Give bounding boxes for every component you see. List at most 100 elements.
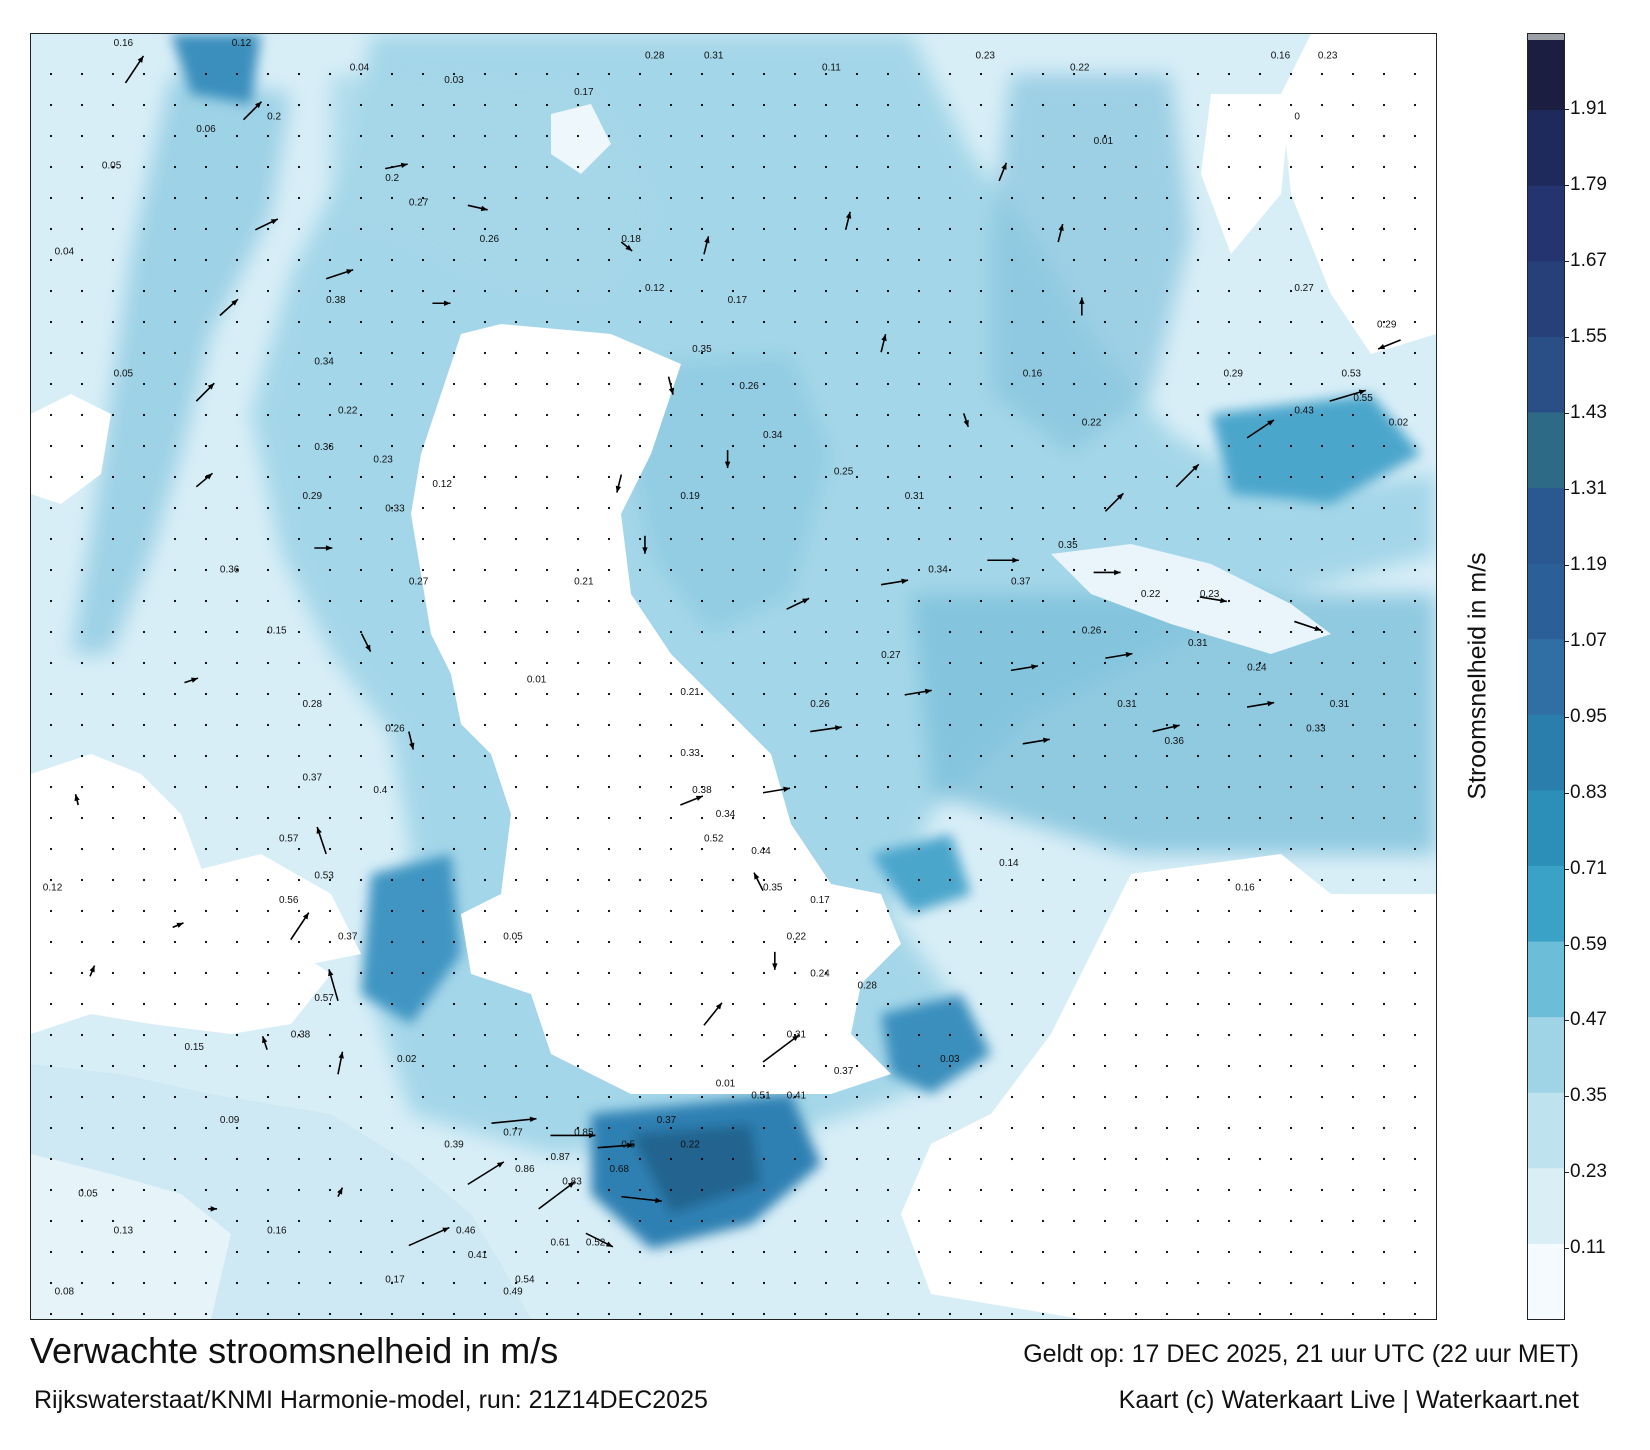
grid-dot [452,351,456,355]
grid-dot [793,816,797,820]
grid-dot [1196,72,1200,76]
speed-value-label: 0.68 [610,1164,630,1175]
grid-dot [669,1188,673,1192]
grid-dot [1382,785,1386,789]
grid-dot [111,382,115,386]
current-arrow [810,725,842,733]
grid-dot [1258,444,1262,448]
grid-dot [793,1002,797,1006]
grid-dot [421,227,425,231]
grid-dot [204,289,208,293]
grid-dot [1103,599,1107,603]
grid-dot [1103,568,1107,572]
grid-dot [297,661,301,665]
grid-dot [979,196,983,200]
grid-dot [1382,1157,1386,1161]
speed-value-label: 0.26 [739,381,759,392]
grid-dot [297,382,301,386]
grid-dot [607,134,611,138]
grid-dot [1382,1188,1386,1192]
grid-dot [328,940,332,944]
current-arrow [1104,492,1124,512]
grid-dot [204,723,208,727]
grid-dot [1041,661,1045,665]
grid-dot [266,1033,270,1037]
speed-value-label: 0.29 [303,491,323,502]
grid-dot [297,537,301,541]
grid-dot [483,816,487,820]
grid-dot [669,103,673,107]
grid-dot [1413,630,1417,634]
grid-dot [111,537,115,541]
grid-dot [173,847,177,851]
grid-dot [359,816,363,820]
grid-dot [421,1064,425,1068]
grid-dot [1289,1126,1293,1130]
grid-dot [979,1126,983,1130]
grid-dot [173,537,177,541]
grid-dot [204,1095,208,1099]
grid-dot [731,227,735,231]
colorbar-segment [1528,1167,1564,1244]
grid-dot [669,816,673,820]
speed-value-label: 0.13 [114,1225,134,1236]
grid-dot [917,258,921,262]
grid-dot [80,1312,84,1316]
grid-dot [669,878,673,882]
grid-dot [204,506,208,510]
grid-dot [452,630,456,634]
grid-dot [1351,103,1355,107]
grid-dot [297,258,301,262]
grid-dot [80,103,84,107]
grid-dot [669,227,673,231]
grid-dot [607,971,611,975]
grid-dot [607,878,611,882]
grid-dot [638,940,642,944]
speed-value-label: 0.27 [409,577,429,588]
grid-dot [49,940,53,944]
grid-dot [1103,1126,1107,1130]
grid-dot [762,227,766,231]
grid-dot [731,1188,735,1192]
grid-dot [1103,382,1107,386]
grid-dot [452,382,456,386]
grid-dot [669,165,673,169]
grid-dot [235,1188,239,1192]
grid-dot [1010,1250,1014,1254]
grid-dot [638,351,642,355]
current-arrow [615,474,623,493]
grid-dot [1413,909,1417,913]
grid-dot [142,1312,146,1316]
current-arrow [242,101,263,121]
grid-dot [421,1312,425,1316]
grid-dot [359,1126,363,1130]
grid-dot [111,1312,115,1316]
grid-dot [235,413,239,417]
grid-dot [297,444,301,448]
grid-dot [111,413,115,417]
grid-dot [762,692,766,696]
grid-dot [731,165,735,169]
grid-dot [1134,1188,1138,1192]
grid-dot [1072,382,1076,386]
grid-dot [638,630,642,634]
grid-dot [1227,847,1231,851]
grid-dot [638,134,642,138]
grid-dot [421,723,425,727]
grid-dot [979,599,983,603]
grid-dot [266,413,270,417]
grid-dot [1134,289,1138,293]
grid-dot [514,258,518,262]
grid-dot [607,351,611,355]
grid-dot [1041,196,1045,200]
grid-dot [669,754,673,758]
grid-dot [80,630,84,634]
grid-dot [917,816,921,820]
speed-value-label: 0.25 [834,467,854,478]
grid-dot [514,816,518,820]
speed-value-label: 0.37 [1011,577,1031,588]
grid-dot [1134,971,1138,975]
current-arrow [408,731,415,750]
grid-dot [824,258,828,262]
grid-dot [483,568,487,572]
